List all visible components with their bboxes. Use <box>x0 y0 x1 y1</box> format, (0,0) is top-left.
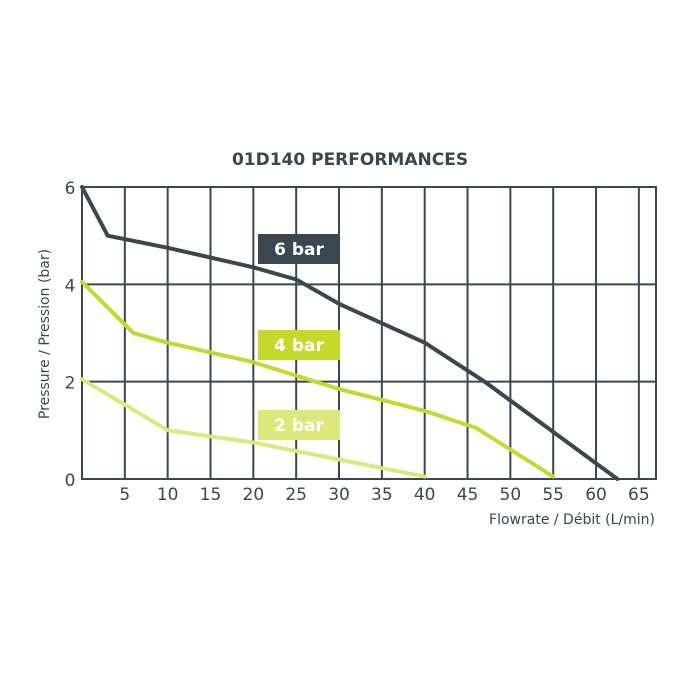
x-tick-label: 65 <box>628 485 650 505</box>
y-tick-label: 6 <box>65 179 76 199</box>
legend-box-3 <box>258 410 340 440</box>
legend-label-2: 4 bar <box>274 336 324 356</box>
legend-label-1: 6 bar <box>274 240 324 260</box>
x-tick-label: 25 <box>285 485 307 505</box>
legend-label-3: 2 bar <box>274 416 324 436</box>
series-line-1 <box>80 185 620 481</box>
x-tick-label: 20 <box>243 485 265 505</box>
x-tick-label: 60 <box>585 485 607 505</box>
x-tick-label: 40 <box>414 485 436 505</box>
plot-frame <box>81 186 657 480</box>
x-tick-label: 15 <box>200 485 222 505</box>
x-tick-label: 5 <box>119 485 130 505</box>
series-line-3 <box>80 377 427 479</box>
grid <box>81 186 657 480</box>
x-tick-label: 35 <box>371 485 393 505</box>
chart-title: 01D140 PERFORMANCES <box>232 150 468 170</box>
series-line-2 <box>80 279 556 479</box>
tick-labels: 5 10 15 20 25 30 35 40 45 50 55 60 65 0 2 4 6 <box>65 179 650 505</box>
y-tick-label: 4 <box>65 276 76 296</box>
legend-box-2 <box>258 330 340 360</box>
y-tick-label: 2 <box>65 374 76 394</box>
y-tick-label: 0 <box>65 471 76 491</box>
x-tick-label: 30 <box>328 485 350 505</box>
legend-box-1 <box>258 234 340 264</box>
x-tick-label: 55 <box>542 485 564 505</box>
x-axis-label: Flowrate / Débit (L/min) <box>489 512 655 528</box>
x-tick-label: 45 <box>457 485 479 505</box>
x-tick-label: 10 <box>157 485 179 505</box>
legend: 6 bar 4 bar 2 bar <box>258 234 340 440</box>
y-axis-label: Pressure / Pression (bar) <box>37 249 53 419</box>
x-tick-label: 50 <box>500 485 522 505</box>
series-lines <box>80 185 620 481</box>
